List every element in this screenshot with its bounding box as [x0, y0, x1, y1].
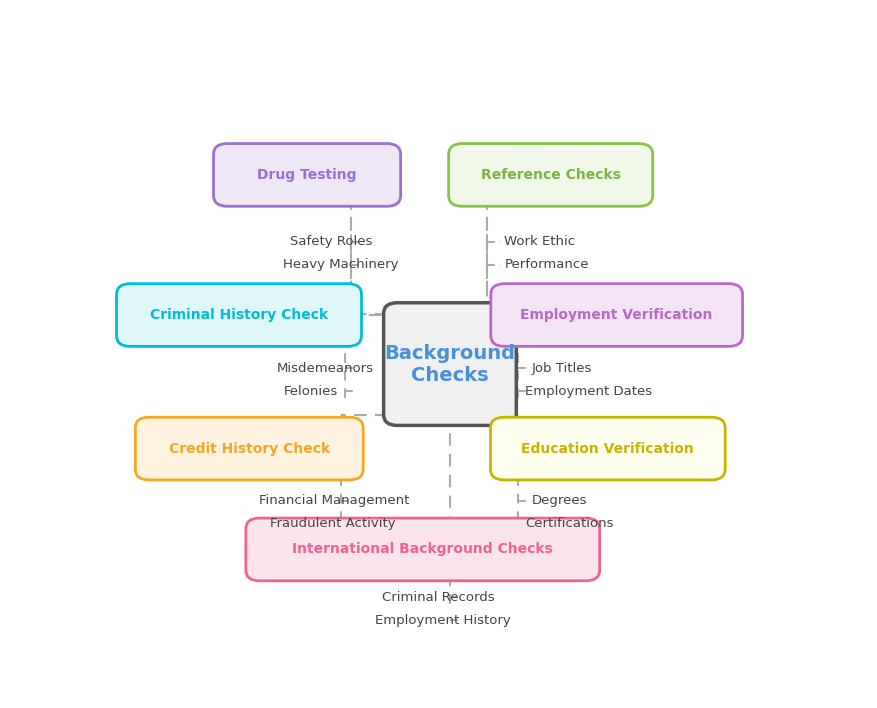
- FancyBboxPatch shape: [135, 417, 363, 480]
- Text: Background
Checks: Background Checks: [384, 343, 515, 384]
- FancyBboxPatch shape: [117, 284, 361, 346]
- Text: Education Verification: Education Verification: [521, 442, 694, 455]
- Text: Financial Management: Financial Management: [260, 494, 410, 508]
- FancyBboxPatch shape: [213, 144, 400, 206]
- Text: Performance: Performance: [504, 258, 588, 271]
- FancyBboxPatch shape: [448, 144, 652, 206]
- Text: Safety Roles: Safety Roles: [289, 236, 372, 249]
- Text: Criminal Records: Criminal Records: [381, 591, 494, 604]
- Text: Heavy Machinery: Heavy Machinery: [283, 258, 398, 271]
- Text: Reference Checks: Reference Checks: [481, 168, 620, 182]
- Text: Employment Verification: Employment Verification: [520, 308, 712, 322]
- Text: Certifications: Certifications: [524, 518, 613, 530]
- FancyBboxPatch shape: [490, 417, 724, 480]
- Text: Work Ethic: Work Ethic: [504, 236, 575, 249]
- Text: Employment Dates: Employment Dates: [524, 385, 652, 398]
- Text: Misdemeanors: Misdemeanors: [276, 362, 373, 375]
- Text: Employment History: Employment History: [374, 614, 510, 627]
- Text: Degrees: Degrees: [531, 494, 587, 508]
- Text: Fraudulent Activity: Fraudulent Activity: [269, 518, 395, 530]
- Text: Felonies: Felonies: [283, 385, 337, 398]
- Text: International Background Checks: International Background Checks: [292, 542, 553, 556]
- Text: Job Titles: Job Titles: [531, 362, 591, 375]
- FancyBboxPatch shape: [383, 303, 516, 426]
- FancyBboxPatch shape: [490, 284, 742, 346]
- Text: Drug Testing: Drug Testing: [257, 168, 356, 182]
- Text: Credit History Check: Credit History Check: [168, 442, 330, 455]
- FancyBboxPatch shape: [246, 518, 599, 581]
- Text: Criminal History Check: Criminal History Check: [150, 308, 328, 322]
